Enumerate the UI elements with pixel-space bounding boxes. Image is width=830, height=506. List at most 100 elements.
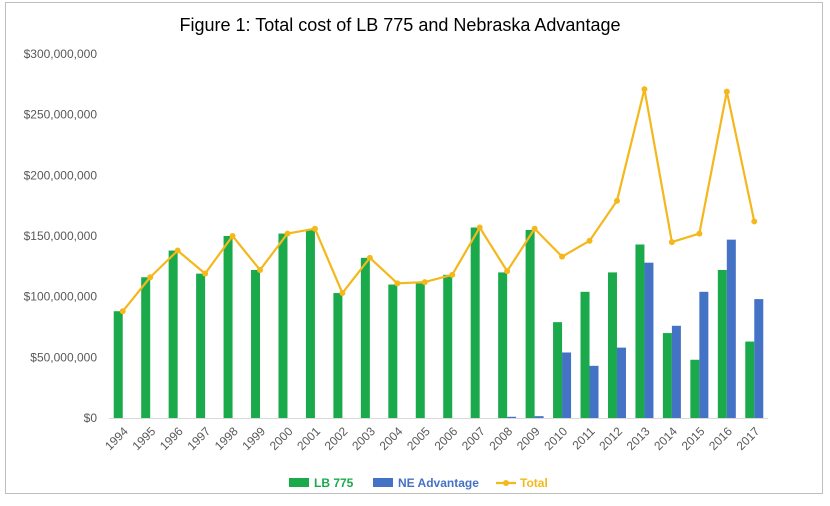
total-point	[119, 308, 126, 315]
lb775-bar	[690, 359, 700, 418]
lb775-bar	[333, 293, 343, 418]
x-tick-label: 1997	[184, 424, 213, 453]
ne-advantage-bar	[754, 299, 764, 418]
lb775-bar	[745, 341, 755, 418]
bars-group	[113, 227, 764, 418]
x-tick-label: 2009	[514, 424, 543, 453]
total-point	[147, 274, 154, 281]
total-point	[476, 224, 483, 231]
total-point	[641, 86, 648, 93]
x-tick-label: 2007	[459, 424, 488, 453]
lb775-bar	[388, 284, 398, 418]
x-tick-label: 1995	[130, 424, 159, 453]
total-line-group	[119, 86, 758, 315]
ne-advantage-bar	[699, 291, 709, 418]
ne-advantage-bar	[534, 416, 544, 418]
x-tick-label: 2006	[432, 424, 461, 453]
total-point	[174, 247, 181, 254]
legend-label: Total	[520, 476, 548, 490]
lb775-bar	[498, 272, 508, 418]
total-point	[559, 253, 566, 260]
y-tick-label: $0	[84, 411, 98, 425]
legend-swatch	[289, 478, 309, 487]
ne-advantage-bar	[589, 365, 599, 418]
y-tick-label: $50,000,000	[30, 350, 97, 364]
y-tick-label: $150,000,000	[24, 229, 98, 243]
total-point	[449, 271, 456, 278]
x-tick-label: 1999	[239, 424, 268, 453]
x-tick-label: 2011	[569, 424, 597, 452]
total-point	[421, 279, 428, 286]
ne-advantage-bar	[671, 325, 681, 418]
lb775-bar	[662, 333, 672, 418]
lb775-bar	[168, 250, 178, 418]
lb775-bar	[305, 229, 315, 418]
lb775-bar	[141, 277, 151, 418]
x-tick-label: 2014	[651, 424, 680, 453]
total-point	[366, 254, 373, 261]
lb775-bar	[196, 273, 206, 418]
total-point	[311, 225, 318, 232]
x-tick-label: 2012	[596, 424, 625, 453]
lb775-bar	[553, 322, 563, 418]
total-point	[504, 268, 511, 275]
lb775-bar	[470, 227, 480, 418]
lb775-bar	[223, 236, 233, 418]
legend-swatch	[373, 478, 393, 487]
total-point	[668, 239, 675, 246]
legend: LB 775 NE Advantage Total	[289, 476, 548, 490]
lb775-bar	[635, 244, 645, 418]
ne-advantage-bar	[562, 352, 572, 418]
lb775-bar	[415, 283, 425, 418]
legend-marker	[503, 480, 509, 486]
lb775-bar	[251, 269, 261, 418]
legend-label: LB 775	[314, 476, 354, 490]
total-point	[586, 237, 593, 244]
lb775-bar	[360, 257, 370, 418]
lb775-bar	[717, 269, 727, 418]
x-tick-label: 2001	[294, 424, 323, 453]
x-tick-label: 1994	[102, 424, 131, 453]
total-point	[613, 197, 620, 204]
x-tick-label: 2003	[349, 424, 378, 453]
x-tick-label: 2008	[486, 424, 515, 453]
x-tick-label: 2000	[267, 424, 296, 453]
y-axis: $0 $50,000,000 $100,000,000 $150,000,000 $20…	[24, 47, 768, 425]
x-tick-label: 2005	[404, 424, 433, 453]
x-tick-label: 2010	[541, 424, 570, 453]
x-tick-label: 2004	[377, 424, 406, 453]
ne-advantage-bar	[644, 262, 654, 418]
legend-label: NE Advantage	[398, 476, 479, 490]
total-point	[229, 233, 236, 239]
total-line	[121, 88, 756, 312]
x-axis: 1994199519961997199819992000200120022003…	[102, 424, 763, 453]
y-tick-label: $300,000,000	[24, 47, 98, 61]
total-point	[531, 225, 538, 232]
ne-advantage-bar	[507, 416, 517, 418]
ne-advantage-bar	[616, 347, 626, 418]
lb775-bar	[443, 274, 453, 418]
lb775-bar	[580, 291, 590, 418]
total-point	[696, 230, 703, 237]
total-point	[257, 266, 264, 273]
x-tick-label: 1998	[212, 424, 241, 453]
ne-advantage-bar	[726, 239, 736, 418]
x-tick-label: 2002	[322, 424, 351, 453]
x-tick-label: 2015	[679, 424, 708, 453]
lb775-bar	[113, 311, 123, 418]
y-tick-label: $100,000,000	[24, 290, 98, 304]
lb775-bar	[278, 233, 288, 418]
total-point	[394, 280, 401, 287]
total-point	[339, 290, 346, 297]
total-point	[284, 230, 291, 237]
total-point	[202, 270, 209, 277]
lb775-bar	[525, 229, 535, 418]
x-tick-label: 2016	[706, 424, 735, 453]
chart-title: Figure 1: Total cost of LB 775 and Nebra…	[179, 15, 621, 35]
x-tick-label: 1996	[157, 424, 186, 453]
total-point	[751, 218, 758, 225]
total-point	[723, 88, 730, 95]
x-tick-label: 2017	[734, 424, 763, 453]
x-tick-label: 2013	[624, 424, 653, 453]
